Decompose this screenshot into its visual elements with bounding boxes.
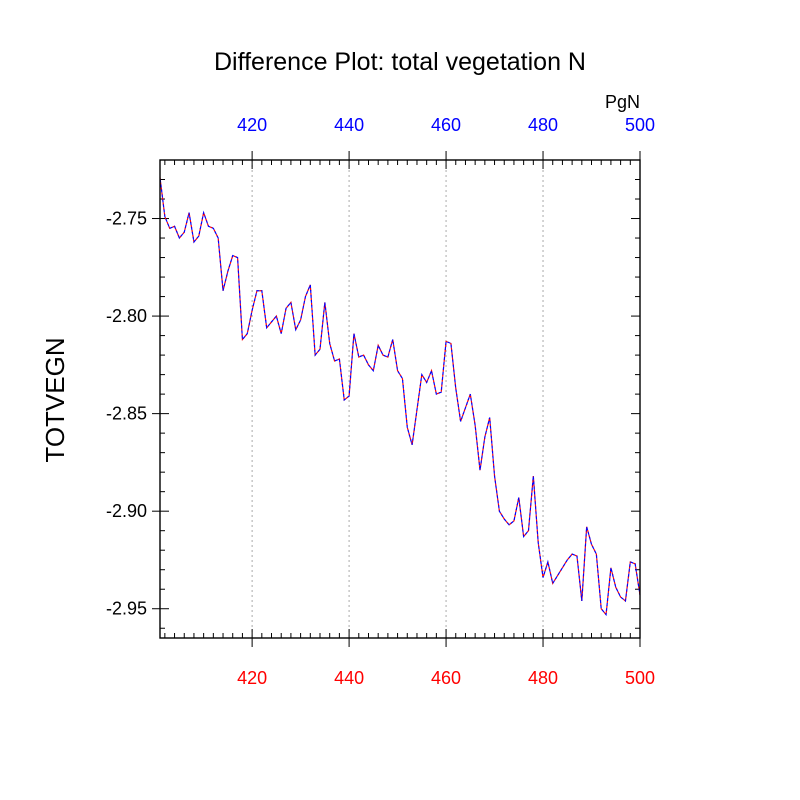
y-tick-label--2.90: -2.90 [106, 501, 147, 521]
y-tick-label--2.80: -2.80 [106, 306, 147, 326]
chart-title: Difference Plot: total vegetation N [214, 48, 586, 76]
x-tick-label-bottom-420: 420 [237, 668, 267, 688]
series-line-red [159, 177, 641, 617]
x-tick-label-bottom-460: 460 [431, 668, 461, 688]
x-tick-label-top-480: 480 [528, 115, 558, 135]
x-tick-label-top-460: 460 [431, 115, 461, 135]
y-tick-label--2.75: -2.75 [106, 209, 147, 229]
x-tick-label-bottom-480: 480 [528, 668, 558, 688]
data-series [159, 177, 641, 617]
x-tick-label-bottom-500: 500 [625, 668, 655, 688]
units-label: PgN [605, 92, 640, 112]
grid-lines [251, 160, 544, 638]
axis-ticks [152, 151, 641, 647]
x-tick-label-top-500: 500 [625, 115, 655, 135]
x-tick-label-bottom-440: 440 [334, 668, 364, 688]
y-axis-label: TOTVEGN [40, 337, 70, 462]
x-tick-label-top-420: 420 [237, 115, 267, 135]
x-tick-label-top-440: 440 [334, 115, 364, 135]
series-line-blue [159, 177, 641, 617]
y-tick-label--2.85: -2.85 [106, 404, 147, 424]
y-tick-label--2.95: -2.95 [106, 599, 147, 619]
plot-frame [159, 159, 641, 639]
tick-labels: 420 420 440 440 460 460 480 480 500 500 -2.75 -2.80… [106, 115, 655, 688]
